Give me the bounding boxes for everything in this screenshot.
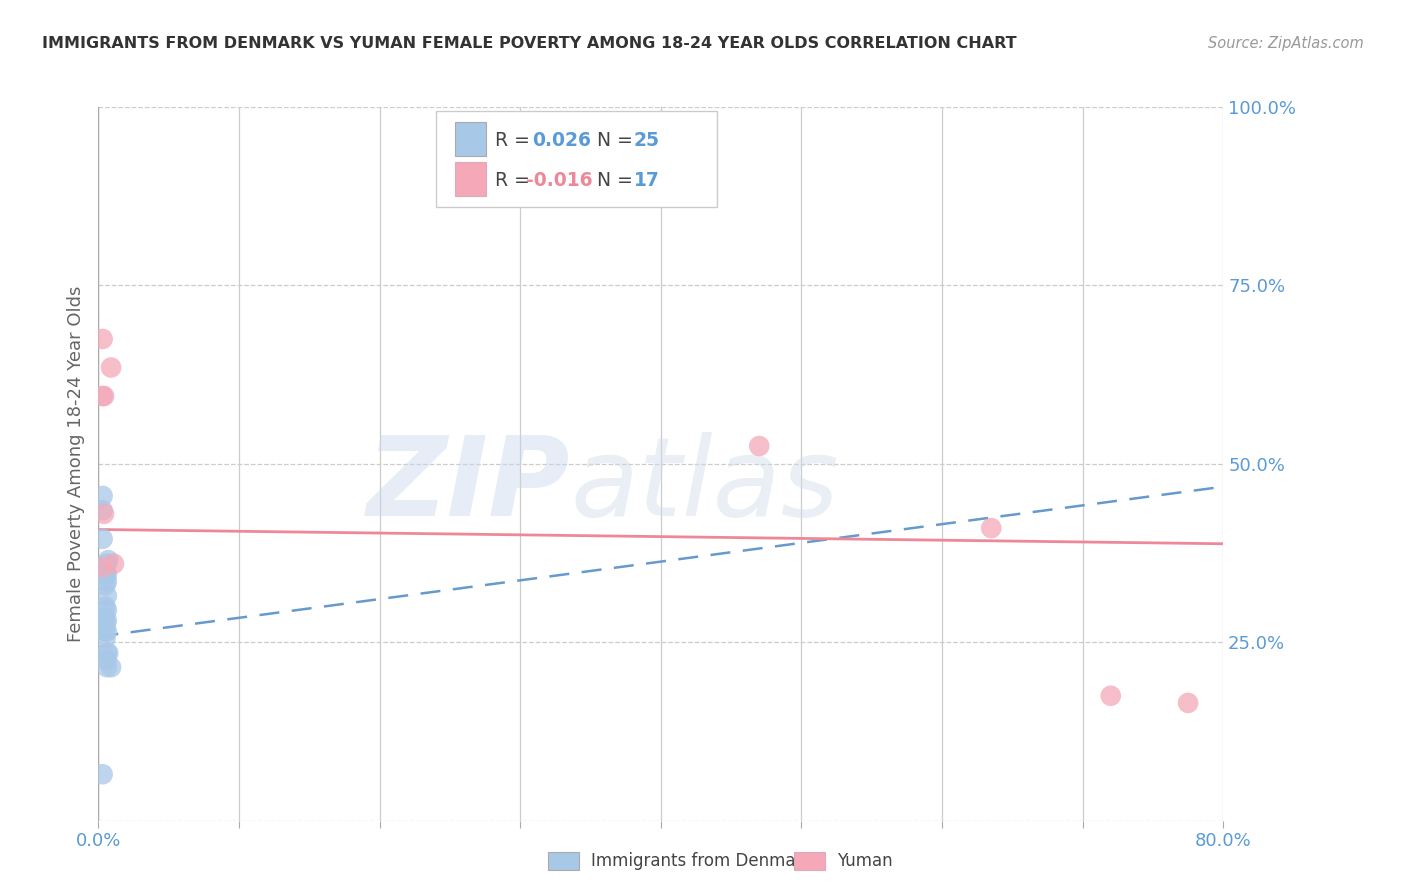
Point <box>91 389 114 403</box>
Point <box>96 589 118 603</box>
Text: atlas: atlas <box>571 432 839 539</box>
Point <box>91 560 114 574</box>
Point <box>94 624 117 639</box>
Point <box>103 557 125 571</box>
Text: 25: 25 <box>634 131 659 150</box>
Point <box>1177 696 1199 710</box>
Text: Immigrants from Denmark: Immigrants from Denmark <box>591 852 811 870</box>
Text: Yuman: Yuman <box>837 852 893 870</box>
Text: Source: ZipAtlas.com: Source: ZipAtlas.com <box>1208 36 1364 51</box>
Point <box>91 503 114 517</box>
Point <box>93 567 115 582</box>
Text: 17: 17 <box>634 171 659 190</box>
Point <box>94 567 117 582</box>
Text: R =: R = <box>495 131 536 150</box>
Point <box>96 646 118 660</box>
Text: 0.026: 0.026 <box>533 131 592 150</box>
Text: -0.016: -0.016 <box>526 171 592 190</box>
Point <box>91 532 114 546</box>
Point <box>96 574 118 589</box>
Text: ZIP: ZIP <box>367 432 571 539</box>
FancyBboxPatch shape <box>456 162 486 196</box>
Point <box>748 439 770 453</box>
Point <box>96 660 118 674</box>
Point <box>97 646 120 660</box>
Point <box>94 578 117 592</box>
Point <box>94 632 117 646</box>
FancyBboxPatch shape <box>436 111 717 207</box>
Point <box>1099 689 1122 703</box>
Point <box>97 553 120 567</box>
Point <box>91 489 114 503</box>
Text: N =: N = <box>596 131 638 150</box>
Point <box>96 614 118 628</box>
Point <box>91 767 114 781</box>
Point <box>91 332 114 346</box>
Point <box>96 624 118 639</box>
Point <box>96 653 118 667</box>
Y-axis label: Female Poverty Among 18-24 Year Olds: Female Poverty Among 18-24 Year Olds <box>66 285 84 642</box>
Point <box>980 521 1002 535</box>
Point <box>93 389 115 403</box>
FancyBboxPatch shape <box>456 122 486 156</box>
Point <box>100 360 122 375</box>
Text: N =: N = <box>596 171 638 190</box>
Point <box>94 617 117 632</box>
Point <box>94 599 117 614</box>
Text: R =: R = <box>495 171 536 190</box>
Point <box>96 557 118 571</box>
Point <box>94 610 117 624</box>
Text: IMMIGRANTS FROM DENMARK VS YUMAN FEMALE POVERTY AMONG 18-24 YEAR OLDS CORRELATIO: IMMIGRANTS FROM DENMARK VS YUMAN FEMALE … <box>42 36 1017 51</box>
Point <box>100 660 122 674</box>
Point <box>96 603 118 617</box>
Point <box>96 567 118 582</box>
Point <box>93 507 115 521</box>
